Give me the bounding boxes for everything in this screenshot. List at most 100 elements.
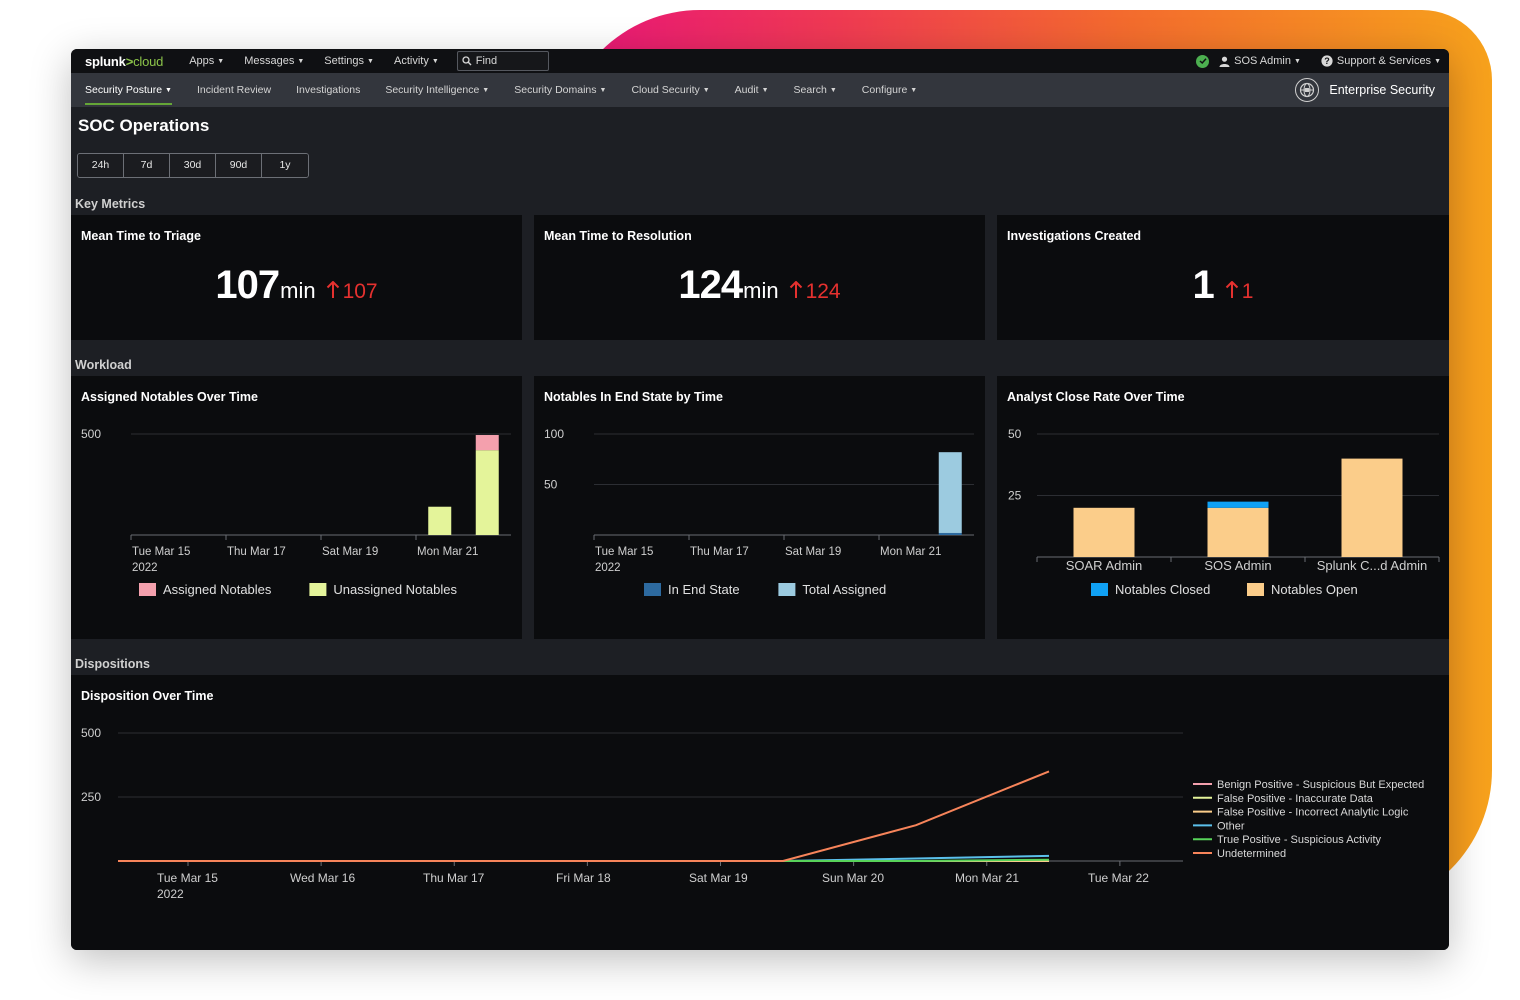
y-tick-label: 50 [1008,427,1022,441]
legend-label: Other [1217,820,1245,832]
legend-label: Unassigned Notables [333,582,457,597]
kpi-value: 1 [1192,263,1215,307]
legend-swatch [778,583,796,596]
kpi-delta: 1 [1225,280,1253,304]
svg-text:?: ? [1324,56,1330,66]
kpi-delta-value: 107 [342,280,378,303]
time-range-1y[interactable]: 1y [262,154,308,177]
kpi-title: Investigations Created [1007,229,1142,243]
time-range-90d[interactable]: 90d [216,154,262,177]
kpi-value-group: 107 min 107 [71,263,522,308]
nav-search[interactable]: Search ▼ [793,84,837,96]
caret-down-icon: ▼ [599,87,607,94]
x-tick-label: Tue Mar 15 [132,546,190,558]
x-tick-label: Mon Mar 21 [417,546,478,558]
support-menu[interactable]: ? Support & Services ▼ [1321,55,1441,67]
kpi-panel-investigations: Investigations Created 1 1 [997,215,1449,340]
kpi-delta-value: 124 [805,280,841,303]
x-tick-label: Sun Mar 20 [822,871,884,885]
legend-label: Notables Open [1271,582,1358,597]
x-tick-label: Sat Mar 19 [689,871,748,885]
legend-label: Benign Positive - Suspicious But Expecte… [1217,779,1424,791]
end-state-chart: 50 100 Tue Mar 15 2022 Thu Mar 17 Sat Mar 19 M… [544,427,974,597]
kpi-value: 124 [678,263,743,307]
activity-menu[interactable]: Activity ▼ [393,55,439,67]
chart-title: Analyst Close Rate Over Time [1007,390,1185,404]
settings-menu[interactable]: Settings ▼ [324,55,374,67]
chart-title: Assigned Notables Over Time [81,390,258,404]
section-key-metrics: Key Metrics [75,197,146,211]
legend-label: Undetermined [1217,848,1286,860]
disposition-chart: 250 500 Tue Mar 15 2022 Wed Mar 16 Thu Mar 17… [81,726,1424,901]
caret-down-icon: ▼ [367,58,374,65]
bar-segment [1207,501,1269,508]
x-tick-label: Splunk C...d Admin [1317,558,1428,573]
kpi-panel-mttt: Mean Time to Triage 107 min 107 [71,215,522,340]
app-name[interactable]: Enterprise Security [1295,73,1435,107]
user-name: SOS Admin [1234,55,1291,67]
splunk-cloud-logo[interactable]: splunk>cloud [85,53,164,69]
legend-label: False Positive - Incorrect Analytic Logi… [1217,807,1409,819]
caret-down-icon: ▼ [829,87,837,94]
health-ok-icon[interactable] [1196,54,1210,68]
nav-audit[interactable]: Audit ▼ [734,84,769,96]
x-tick-label: Tue Mar 15 [595,546,653,558]
caret-down-icon: ▼ [482,87,490,94]
time-range-30d[interactable]: 30d [170,154,216,177]
legend-label: True Positive - Suspicious Activity [1217,834,1382,846]
x-tick-label: SOS Admin [1204,558,1271,573]
x-tick-label: SOAR Admin [1066,558,1143,573]
legend-swatch [309,583,327,596]
support-label: Support & Services [1336,55,1432,67]
apps-menu[interactable]: Apps ▼ [189,55,225,67]
kpi-unit: min [280,278,316,303]
chart-panel-assigned-notables: Assigned Notables Over Time 500 Tue Mar 1… [71,376,522,639]
bar-segment [428,506,452,535]
bar-segment [1341,458,1403,557]
y-tick-label: 25 [1008,489,1022,503]
nav-cloud-security[interactable]: Cloud Security ▼ [631,84,710,96]
chart-panel-close-rate: Analyst Close Rate Over Time 25 50 SOAR Ad… [997,376,1449,639]
x-tick-label: Sat Mar 19 [322,546,378,558]
top-right-controls: SOS Admin ▼ ? Support & Services ▼ [1196,49,1441,73]
user-menu[interactable]: SOS Admin ▼ [1219,55,1301,67]
time-range-7d[interactable]: 7d [124,154,170,177]
nav-investigations[interactable]: Investigations [296,84,361,96]
y-tick-label: 250 [81,790,101,804]
series-line [118,770,1050,862]
time-range-24h[interactable]: 24h [78,154,124,177]
nav-incident-review[interactable]: Incident Review [196,84,272,96]
legend-label: Total Assigned [802,582,886,597]
chart-title: Notables In End State by Time [544,390,723,404]
nav-security-posture[interactable]: Security Posture ▼ [85,73,172,107]
section-workload: Workload [75,358,132,372]
app-nav-bar: Security Posture ▼ Incident Review Invest… [71,73,1449,107]
nav-security-domains[interactable]: Security Domains ▼ [514,84,607,96]
legend-label: Assigned Notables [163,582,272,597]
chart-panel-disposition: Disposition Over Time 250 500 Tue Mar 15 20… [71,675,1449,950]
caret-down-icon: ▼ [431,58,439,65]
close-rate-chart: 25 50 SOAR Admin SOS Admin Splunk C...d Admi… [1008,427,1440,597]
find-label: Find [475,55,498,67]
caret-down-icon: ▼ [910,87,918,94]
x-tick-label: Mon Mar 21 [880,546,941,558]
y-tick-label: 500 [81,427,101,441]
bar-segment [1207,507,1269,557]
messages-menu[interactable]: Messages ▼ [244,55,305,67]
section-dispositions: Dispositions [75,657,151,671]
x-tick-label-year: 2022 [157,887,184,901]
splunk-app-window: splunk>cloud Apps ▼ Messages ▼ Settings ▼ A… [71,49,1449,950]
kpi-value-group: 1 1 [997,263,1449,308]
chart-panel-end-state: Notables In End State by Time 50 100 Tue M… [534,376,985,639]
nav-security-intelligence[interactable]: Security Intelligence ▼ [385,84,490,96]
kpi-unit: min [743,278,779,303]
find-input[interactable]: Find [456,51,549,71]
kpi-value-group: 124 min 124 [534,263,985,308]
legend-swatch [1091,583,1108,596]
search-icon [462,56,472,66]
bar-segment [938,452,962,533]
help-icon: ? [1321,55,1333,67]
kpi-value: 107 [215,263,280,307]
x-tick-label: Tue Mar 22 [1088,871,1149,885]
nav-configure[interactable]: Configure ▼ [861,84,918,96]
